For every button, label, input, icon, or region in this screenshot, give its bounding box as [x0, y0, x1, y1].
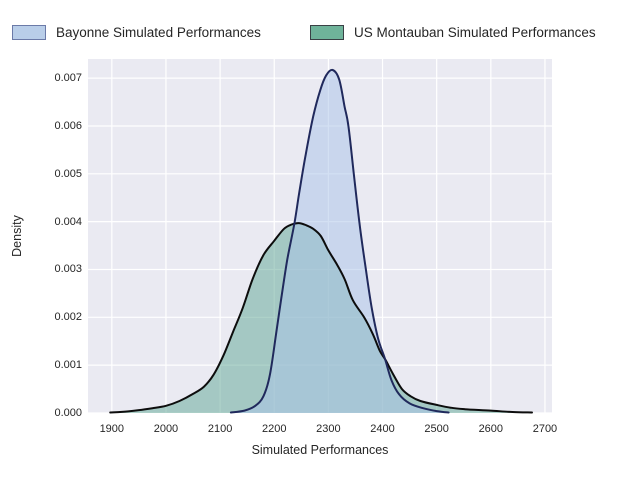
- y-axis-label: Density: [10, 215, 24, 257]
- us-montauban-legend-swatch: [310, 25, 344, 40]
- bayonne-legend-label: Bayonne Simulated Performances: [56, 25, 261, 40]
- bayonne-legend-swatch: [12, 25, 46, 40]
- x-tick-label: 2000: [153, 423, 179, 435]
- y-tick-label: 0.005: [54, 167, 82, 180]
- y-tick-label: 0.004: [54, 215, 82, 228]
- kde-line-us-montauban: [109, 222, 533, 414]
- x-tick-label: 2700: [532, 423, 558, 435]
- y-tick-label: 0.006: [54, 119, 82, 132]
- kde-fill-bayonne: [230, 69, 449, 413]
- y-tick-label: 0.001: [54, 359, 82, 372]
- legend-item-us-montauban: US Montauban Simulated Performances: [310, 24, 596, 41]
- x-tick-label: 2400: [370, 423, 395, 435]
- x-tick-label: 2200: [261, 423, 287, 435]
- x-tick-label: 2100: [207, 423, 233, 435]
- x-axis-label: Simulated Performances: [251, 443, 389, 457]
- x-tick-label: 2300: [316, 423, 341, 435]
- x-tick-label: 2600: [478, 423, 504, 435]
- y-tick-label: 0.007: [54, 72, 82, 85]
- us-montauban-legend-label: US Montauban Simulated Performances: [354, 25, 596, 40]
- y-tick-label: 0.002: [54, 311, 82, 324]
- legend-item-bayonne: Bayonne Simulated Performances: [12, 24, 261, 41]
- x-tick-label: 1900: [99, 423, 125, 435]
- y-tick-label: 0.003: [54, 263, 82, 276]
- kde-line-bayonne: [229, 68, 450, 414]
- y-tick-label: 0.000: [54, 407, 82, 419]
- x-tick-label: 2500: [424, 423, 449, 435]
